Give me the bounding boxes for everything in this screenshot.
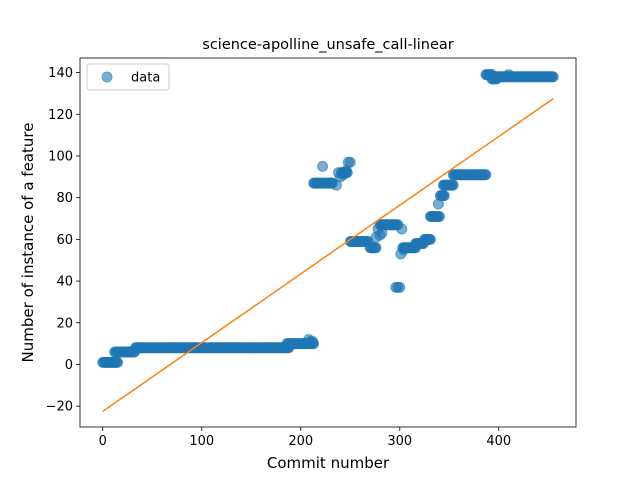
legend-box [86, 63, 170, 91]
x-tick-label: 100 [189, 434, 214, 449]
data-point [433, 210, 445, 222]
data-point [424, 233, 436, 245]
data-point [396, 223, 408, 235]
y-tick-label: −20 [46, 400, 73, 415]
legend-marker [101, 71, 113, 83]
y-tick-label: 80 [56, 191, 73, 206]
data-point [370, 242, 382, 254]
data-point [394, 281, 406, 293]
axis-ticks: 0 100 200 300 400 −20 0 20 40 60 80 100 120 140 [46, 66, 512, 449]
x-tick-label: 400 [486, 434, 511, 449]
data-point [447, 179, 459, 191]
data-point [112, 356, 124, 368]
fit-line [102, 98, 554, 412]
data-point [480, 169, 492, 181]
x-tick-label: 300 [387, 434, 412, 449]
data-point [432, 198, 444, 210]
y-tick-label: 140 [48, 66, 73, 81]
data-point [376, 227, 388, 239]
plot-frame [79, 57, 577, 428]
x-tick-label: 200 [288, 434, 313, 449]
x-axis-label: Commit number [267, 454, 390, 472]
legend: data [86, 63, 170, 91]
y-tick-label: 60 [56, 233, 73, 248]
data-point [398, 244, 410, 256]
data-point [307, 336, 319, 348]
data-point [503, 69, 515, 81]
y-tick-label: 100 [48, 149, 73, 164]
y-tick-label: 20 [56, 316, 73, 331]
data-point [547, 71, 559, 83]
data-point [344, 156, 356, 168]
plot-area [97, 69, 559, 412]
x-tick-label: 0 [99, 434, 107, 449]
y-tick-label: 40 [56, 275, 73, 290]
y-axis-label: Number of instance of a feature [19, 123, 37, 363]
legend-label: data [131, 71, 160, 86]
y-tick-label: 120 [48, 108, 73, 123]
y-tick-label: 0 [65, 358, 73, 373]
chart-title: science-apolline_unsafe_call-linear [202, 37, 453, 53]
data-point [317, 160, 329, 172]
